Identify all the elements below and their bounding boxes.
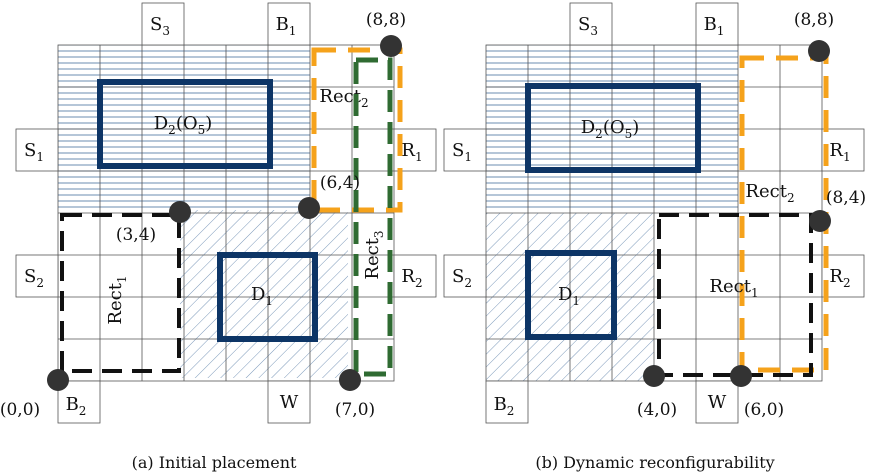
right-port-boxes [443, 2, 865, 424]
rect2-outline [739, 55, 829, 373]
port-b1-label: B1 [704, 14, 725, 38]
point-0-0-marker [47, 369, 69, 391]
rect1-outline [60, 213, 181, 373]
rect1-label: Rect1 [709, 276, 758, 300]
module-d1-outline [525, 250, 617, 340]
port-r2-label: R2 [829, 266, 850, 290]
port-r2-box [393, 254, 437, 298]
port-s1-label: S1 [452, 140, 472, 164]
point-6-0-label: (6,0) [744, 400, 784, 420]
point-0-0-label: (0,0) [0, 400, 40, 420]
rect2-label: Rect2 [319, 86, 368, 110]
point-3-4-label: (3,4) [116, 225, 156, 245]
point-8-8-label: (8,8) [366, 10, 406, 30]
port-r1-label: R1 [401, 140, 422, 164]
port-w-label: W [708, 392, 727, 413]
left-d1-region [180, 210, 348, 378]
point-8-4-marker [809, 210, 831, 232]
point-6-4-label: (6,4) [320, 173, 360, 193]
point-3-4-marker [169, 201, 191, 223]
rect1-outline [657, 213, 813, 377]
module-d1-outline [217, 252, 318, 342]
port-s1-box [15, 128, 59, 172]
port-s3-box [141, 2, 185, 46]
port-r2-label: R2 [401, 266, 422, 290]
port-b2-box [485, 380, 529, 424]
port-s2-label: S2 [24, 266, 44, 290]
point-6-0-marker [730, 365, 752, 387]
port-s3-box [569, 2, 613, 46]
module-d1-label: D1 [558, 284, 580, 308]
port-s2-box [443, 254, 487, 298]
port-r2-box [821, 254, 865, 298]
left-panel: S3 B1 S1 R1 S2 R2 B2 W D2(O5) D1 Rect1 R… [0, 2, 437, 472]
point-8-4-label: (8,4) [826, 188, 866, 208]
port-s1-box [443, 128, 487, 172]
point-7-0-label: (7,0) [335, 400, 375, 420]
point-6-4-marker [298, 197, 320, 219]
point-8-8-label: (8,8) [794, 10, 834, 30]
module-d2-label: D2(O5) [154, 113, 213, 137]
module-d1-label: D1 [251, 284, 273, 308]
port-w-box [695, 380, 739, 424]
port-s2-box [15, 254, 59, 298]
port-b1-label: B1 [276, 14, 297, 38]
port-s2-label: S2 [452, 266, 472, 290]
port-r1-box [821, 128, 865, 172]
port-s3-label: S3 [578, 14, 598, 38]
point-8-8-marker [808, 40, 830, 62]
port-w-label: W [280, 392, 299, 413]
left-port-boxes [15, 2, 437, 424]
port-s3-label: S3 [150, 14, 170, 38]
port-s1-label: S1 [24, 140, 44, 164]
right-caption: (b) Dynamic reconfigurability [535, 453, 774, 472]
module-d2-outline [97, 79, 273, 169]
rect2-label: Rect2 [745, 181, 794, 205]
port-b1-box [267, 2, 311, 46]
port-b2-label: B2 [66, 394, 87, 418]
right-panel: S3 B1 S1 R1 S2 R2 B2 W D2(O5) D1 Rect2 R… [443, 2, 866, 472]
rect3-outline [353, 57, 393, 377]
port-r1-label: R1 [829, 140, 850, 164]
point-7-0-marker [339, 369, 361, 391]
module-d2-outline [525, 83, 701, 173]
rect2-outline [311, 47, 403, 213]
rect3-label: Rect3 [362, 230, 386, 279]
port-w-box [267, 380, 311, 424]
point-4-0-label: (4,0) [637, 400, 677, 420]
point-8-8-marker [380, 35, 402, 57]
point-4-0-marker [643, 365, 665, 387]
port-b2-label: B2 [494, 394, 515, 418]
module-d2-label: D2(O5) [581, 117, 640, 141]
port-b1-box [695, 2, 739, 46]
rect1-label: Rect1 [105, 275, 129, 324]
left-caption: (a) Initial placement [132, 453, 297, 472]
